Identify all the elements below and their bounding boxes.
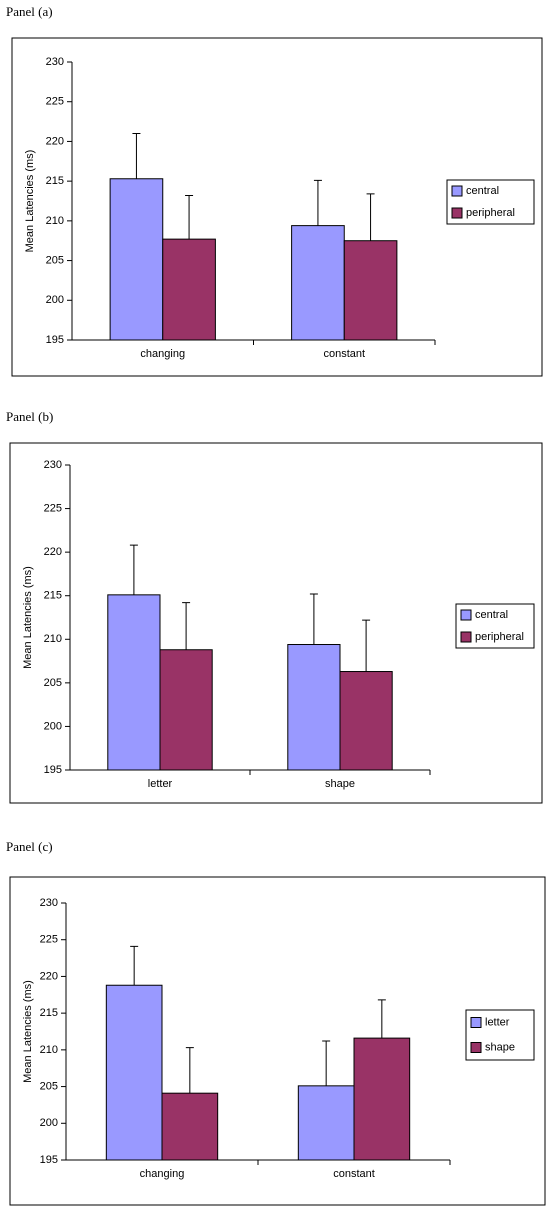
bar (339, 671, 393, 771)
legend-swatch (451, 185, 463, 197)
error-bar (185, 1047, 194, 1094)
legend-label: peripheral (475, 631, 524, 643)
error-bar (309, 593, 318, 645)
bar (291, 225, 345, 341)
legend-label: central (475, 609, 508, 621)
y-tick-label: 200 (40, 1117, 58, 1129)
legend-swatch (460, 631, 472, 643)
y-tick-label: 210 (46, 215, 64, 227)
chart-frame (9, 442, 543, 804)
panel-title: Panel (b) (6, 409, 53, 424)
y-axis-label: Mean Latencies (ms) (22, 566, 34, 669)
y-tick-label: 215 (44, 590, 62, 602)
y-tick-label: 225 (46, 96, 64, 108)
y-tick-label: 230 (40, 897, 58, 909)
error-bar (132, 132, 141, 179)
y-tick-label: 210 (40, 1044, 58, 1056)
error-bar (362, 619, 371, 672)
chart-frame (9, 876, 546, 1206)
y-tick-label: 200 (46, 294, 64, 306)
y-tick-label: 225 (40, 934, 58, 946)
y-tick-label: 205 (46, 254, 64, 266)
bar (107, 594, 161, 771)
y-tick-label: 195 (44, 764, 62, 776)
y-tick-label: 210 (44, 633, 62, 645)
y-tick-label: 220 (44, 546, 62, 558)
y-axis-label: Mean Latencies (ms) (24, 150, 36, 253)
y-tick-label: 220 (40, 970, 58, 982)
bar (159, 649, 213, 771)
legend-label: letter (485, 1016, 510, 1028)
y-tick-label: 200 (44, 720, 62, 732)
error-bar (377, 999, 386, 1039)
panel-title: Panel (a) (6, 4, 53, 19)
bar (162, 238, 216, 341)
error-bar (185, 194, 194, 240)
x-tick-label: changing (140, 1168, 185, 1180)
error-bar (366, 193, 375, 241)
bar (343, 240, 398, 341)
y-tick-label: 215 (46, 175, 64, 187)
error-bar (313, 179, 322, 226)
legend-label: central (466, 185, 499, 197)
y-tick-label: 215 (40, 1007, 58, 1019)
y-tick-label: 205 (40, 1080, 58, 1092)
x-tick-label: constant (333, 1168, 375, 1180)
panel-title: Panel (c) (6, 839, 53, 854)
error-bar (322, 1040, 331, 1086)
x-tick-label: letter (148, 778, 173, 790)
bar (287, 644, 341, 771)
error-bar (182, 602, 191, 650)
y-tick-label: 195 (46, 334, 64, 346)
x-tick-label: changing (140, 348, 185, 360)
bar (297, 1085, 355, 1161)
legend-label: peripheral (466, 207, 515, 219)
x-tick-label: shape (325, 778, 355, 790)
y-tick-label: 225 (44, 502, 62, 514)
y-tick-label: 205 (44, 677, 62, 689)
error-bar (130, 945, 139, 986)
y-tick-label: 230 (46, 56, 64, 68)
legend-label: shape (485, 1041, 515, 1053)
legend-swatch (470, 1042, 482, 1053)
y-tick-label: 230 (44, 459, 62, 471)
error-bar (129, 544, 138, 595)
x-tick-label: constant (323, 348, 365, 360)
y-tick-label: 220 (46, 135, 64, 147)
bar (353, 1037, 411, 1161)
bar (109, 178, 164, 341)
y-tick-label: 195 (40, 1154, 58, 1166)
bar (105, 984, 163, 1161)
legend-swatch (451, 207, 463, 219)
legend-swatch (470, 1017, 482, 1028)
y-axis-label: Mean Latencies (ms) (22, 980, 34, 1083)
bar (161, 1092, 219, 1161)
legend-swatch (460, 609, 472, 621)
